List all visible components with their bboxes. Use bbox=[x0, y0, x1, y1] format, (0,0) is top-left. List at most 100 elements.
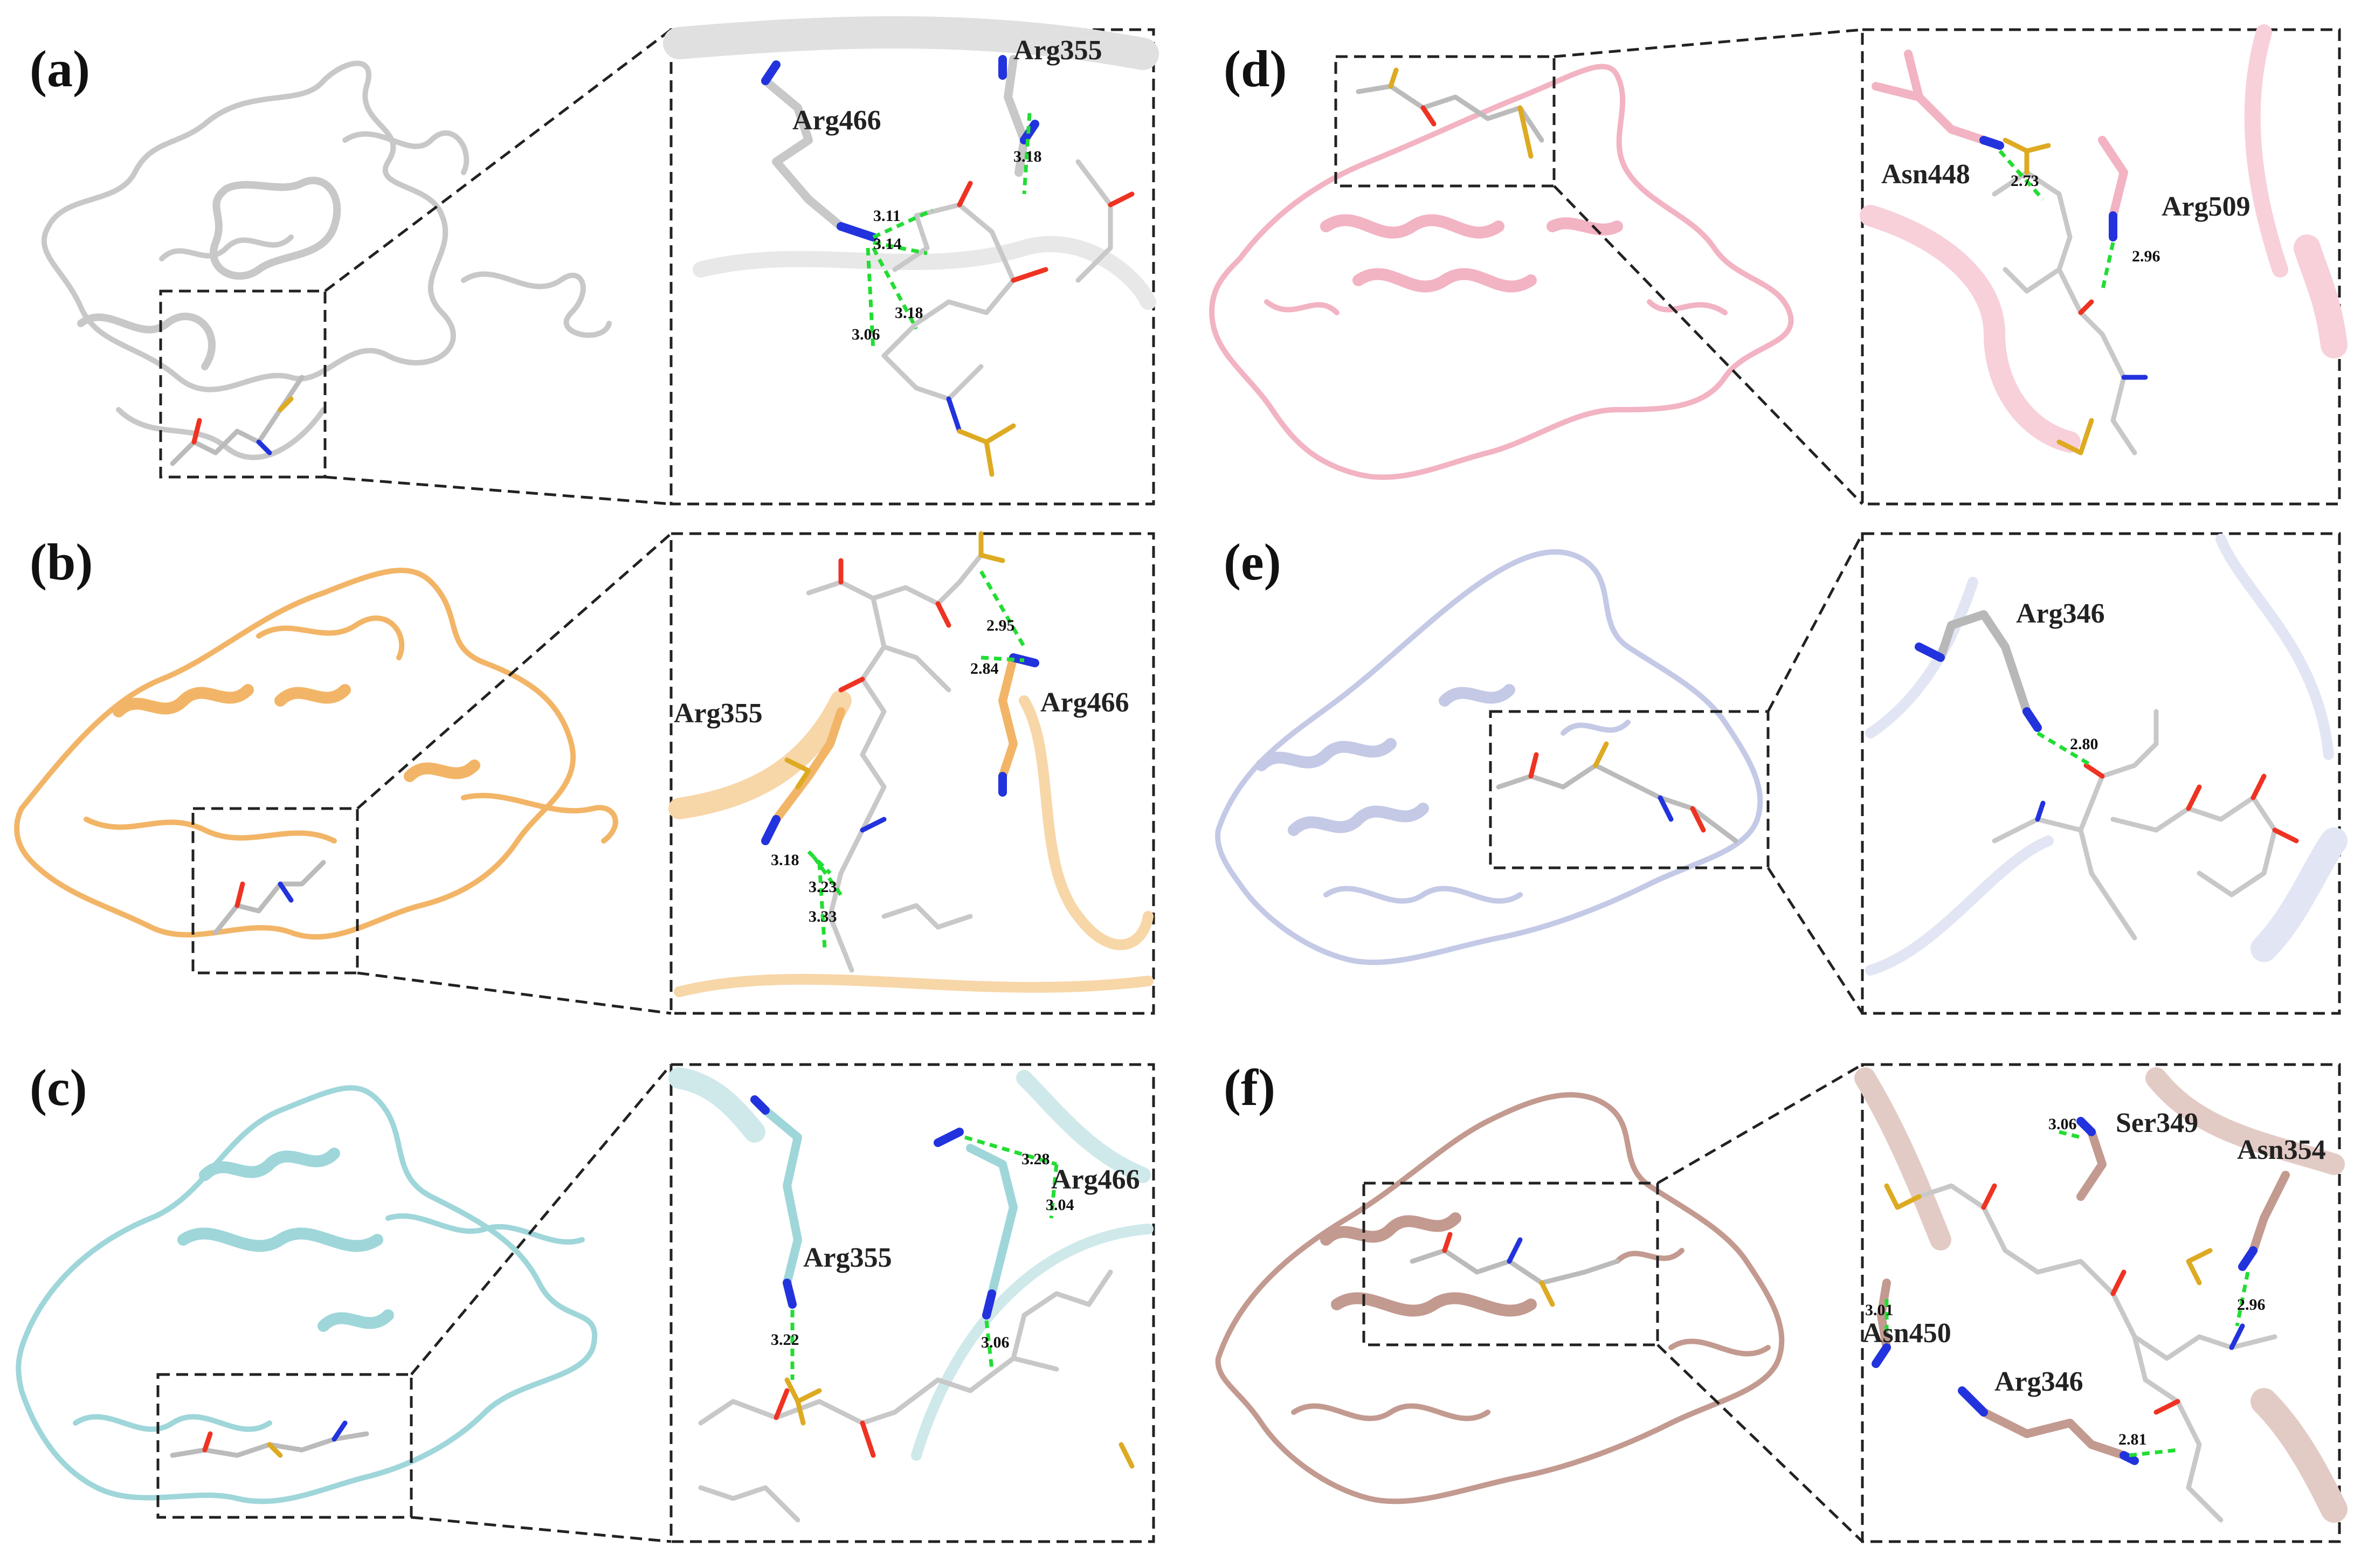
zoom-box-a bbox=[159, 289, 327, 479]
panel-label-e: (e) bbox=[1224, 533, 1281, 591]
ligand-stick-icon bbox=[1356, 67, 1544, 159]
distance-d-1: 2.73 bbox=[2011, 172, 2039, 190]
inset-f-content: Ser349 Asn354 Asn450 Arg346 3.06 3.01 2.… bbox=[1854, 1067, 2348, 1523]
inset-d bbox=[1861, 28, 2341, 506]
zoom-box-f bbox=[1362, 1182, 1659, 1346]
panel-label-d: (d) bbox=[1224, 40, 1287, 98]
distance-a-3: 3.14 bbox=[873, 235, 902, 253]
distance-a-5: 3.06 bbox=[852, 326, 880, 343]
zoom-box-c bbox=[156, 1373, 413, 1519]
panel-c: (c) bbox=[16, 1059, 1155, 1543]
inset-c-content: Arg355 Arg466 3.22 3.28 3.04 3.06 bbox=[668, 1067, 1154, 1523]
residue-label-b-2: Arg466 bbox=[1040, 687, 1129, 718]
panel-e: (e) bbox=[1215, 532, 2348, 1015]
inset-b-content: Arg355 Arg466 2.95 2.84 3.18 3.23 3.33 bbox=[668, 531, 1154, 997]
arg466-stick bbox=[761, 60, 878, 241]
residue-label-c-2: Arg466 bbox=[1051, 1164, 1140, 1195]
zoom-lines-c bbox=[410, 1063, 672, 1543]
residue-label-d-1: Asn448 bbox=[1881, 159, 1970, 190]
residue-label-e-1: Arg346 bbox=[2016, 598, 2105, 629]
distance-a-4: 3.18 bbox=[895, 304, 923, 322]
zoom-lines-d bbox=[1553, 28, 1863, 505]
protein-ribbon-icon bbox=[41, 60, 612, 460]
panel-label-a: (a) bbox=[30, 40, 90, 98]
zoom-lines-a bbox=[324, 29, 672, 506]
panel-f: (f) bbox=[1215, 1059, 2348, 1543]
arg509-stick bbox=[2098, 136, 2128, 241]
residue-label-f-2: Asn354 bbox=[2237, 1135, 2326, 1165]
distance-b-4: 3.23 bbox=[809, 878, 837, 896]
zoom-lines-e bbox=[1766, 533, 1864, 1014]
protein-ribbon-icon bbox=[16, 1085, 598, 1504]
zoom-box-e bbox=[1489, 710, 1770, 869]
ligand-f-stick bbox=[1884, 1183, 2277, 1523]
inset-d-content: Asn448 Arg509 2.73 2.96 bbox=[1860, 24, 2348, 455]
asn450-stick bbox=[1872, 1279, 1891, 1368]
distance-f-1: 3.06 bbox=[2048, 1115, 2077, 1133]
inset-e-content: Arg346 2.80 bbox=[1865, 534, 2348, 976]
distance-c-1: 3.22 bbox=[771, 1331, 799, 1349]
protein-ribbon-icon bbox=[1215, 549, 1763, 965]
panel-d: (d) bbox=[1209, 24, 2348, 506]
ligand-e-stick bbox=[1992, 709, 2299, 941]
hbond-b bbox=[807, 570, 1026, 949]
panel-b: (b) bbox=[14, 531, 1155, 1015]
panel-a: (a) bbox=[30, 16, 1159, 506]
zoom-box-d bbox=[1334, 55, 1556, 188]
asn354-stick bbox=[2238, 1171, 2290, 1271]
inset-e bbox=[1861, 532, 2341, 1015]
ligand-stick-icon bbox=[170, 1420, 369, 1458]
residue-label-f-1: Ser349 bbox=[2116, 1108, 2198, 1138]
distance-b-3: 3.18 bbox=[771, 851, 799, 869]
panel-label-b: (b) bbox=[30, 533, 93, 591]
distance-f-2: 3.01 bbox=[1865, 1301, 1894, 1319]
ligand-c-stick bbox=[698, 1269, 1135, 1523]
asn448-stick bbox=[1872, 50, 2004, 150]
hbond-e bbox=[2036, 731, 2093, 768]
distance-d-2: 2.96 bbox=[2132, 247, 2160, 265]
hbond-c bbox=[790, 1135, 1059, 1380]
ligand-d-stick bbox=[1992, 137, 2148, 455]
distance-e-1: 2.80 bbox=[2070, 735, 2098, 753]
ligand-stick-icon bbox=[170, 375, 305, 466]
ligand-stick-icon bbox=[213, 860, 326, 935]
protein-ribbon-icon bbox=[1209, 64, 1794, 480]
ligand-a-stick bbox=[881, 159, 1135, 477]
distance-f-3: 2.96 bbox=[2237, 1296, 2266, 1314]
residue-label-a-2: Arg355 bbox=[1013, 35, 1102, 66]
distance-b-1: 2.95 bbox=[986, 617, 1015, 634]
zoom-box-b bbox=[191, 807, 359, 975]
ligand-b-stick bbox=[784, 531, 1005, 973]
distance-c-4: 3.06 bbox=[981, 1334, 1010, 1351]
arg466-c-stick bbox=[934, 1128, 1018, 1320]
distance-a-2: 3.11 bbox=[873, 207, 901, 225]
residue-label-f-4: Arg346 bbox=[1994, 1366, 2083, 1397]
inset-b bbox=[669, 532, 1155, 1015]
arg355-b-stick bbox=[761, 707, 845, 845]
distance-a-1: 3.18 bbox=[1013, 148, 1042, 165]
distance-c-3: 3.04 bbox=[1046, 1196, 1074, 1214]
zoom-lines-b bbox=[356, 533, 672, 1015]
residue-label-a-1: Arg466 bbox=[792, 105, 881, 136]
inset-f bbox=[1861, 1063, 2341, 1543]
residue-label-f-3: Asn450 bbox=[1862, 1318, 1951, 1349]
hbond-a bbox=[866, 113, 1032, 351]
distance-b-2: 2.84 bbox=[970, 660, 999, 678]
ligand-stick-icon bbox=[1496, 741, 1738, 844]
inset-c bbox=[669, 1063, 1155, 1543]
hbond-d bbox=[1998, 149, 2115, 292]
ser349-stick bbox=[2076, 1117, 2107, 1201]
distance-b-5: 3.33 bbox=[809, 908, 837, 925]
arg355-c-stick bbox=[750, 1095, 802, 1309]
ligand-stick-icon bbox=[1410, 1232, 1620, 1307]
arg346-stick bbox=[1915, 610, 2042, 732]
panel-label-f: (f) bbox=[1224, 1059, 1275, 1116]
hbond-f bbox=[1884, 1130, 2250, 1458]
distance-c-2: 3.28 bbox=[1021, 1150, 1050, 1168]
residue-label-d-2: Arg509 bbox=[2162, 191, 2250, 222]
panel-label-c: (c) bbox=[30, 1059, 87, 1116]
protein-ribbon-icon bbox=[14, 568, 618, 940]
residue-label-c-1: Arg355 bbox=[803, 1242, 892, 1273]
inset-a-content: Arg466 Arg355 3.18 3.11 3.14 3.18 3.06 bbox=[663, 16, 1159, 477]
